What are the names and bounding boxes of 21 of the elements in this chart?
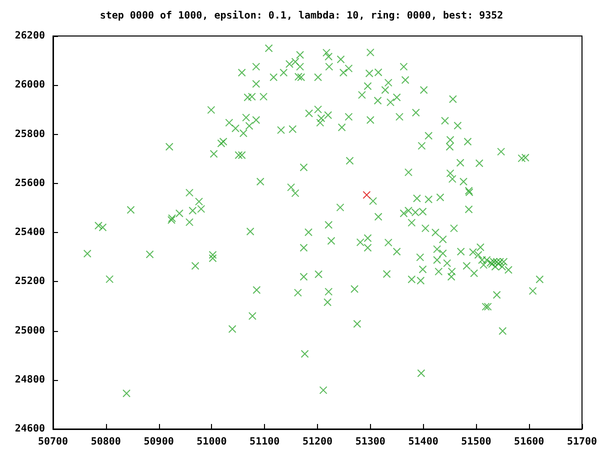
y-tick-label: 25600	[14, 178, 45, 189]
x-tick-label: 51100	[250, 436, 280, 448]
x-tick-label: 51300	[355, 436, 386, 448]
x-tick-label: 50800	[90, 436, 121, 448]
y-tick-label: 25200	[14, 276, 45, 288]
x-tick-label: 50900	[144, 436, 174, 448]
y-tick-label: 25400	[14, 227, 45, 238]
y-tick-label: 24600	[14, 424, 45, 434]
y-tick-label: 26200	[14, 30, 45, 42]
y-tick-label: 25000	[14, 325, 45, 336]
y-tick-label: 25800	[14, 128, 45, 140]
chart-title: step 0000 of 1000, epsilon: 0.1, lambda: 10, ring: 0000, best: 9352	[100, 10, 504, 22]
x-tick-label: 51600	[514, 436, 544, 448]
x-tick-label: 51700	[566, 436, 598, 448]
y-tick-label: 24800	[14, 374, 45, 386]
x-tick-label: 50700	[38, 436, 68, 448]
y-tick-label: 26000	[14, 80, 45, 91]
x-tick-label: 51200	[302, 436, 333, 448]
x-tick-label: 51000	[196, 436, 227, 448]
x-tick-label: 51400	[408, 436, 438, 448]
x-tick-label: 51500	[461, 436, 492, 448]
